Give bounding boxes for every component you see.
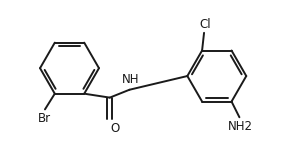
Text: NH: NH [122, 73, 139, 86]
Text: Cl: Cl [199, 18, 211, 31]
Text: NH2: NH2 [228, 120, 253, 133]
Text: Br: Br [37, 112, 50, 125]
Text: O: O [110, 122, 119, 135]
